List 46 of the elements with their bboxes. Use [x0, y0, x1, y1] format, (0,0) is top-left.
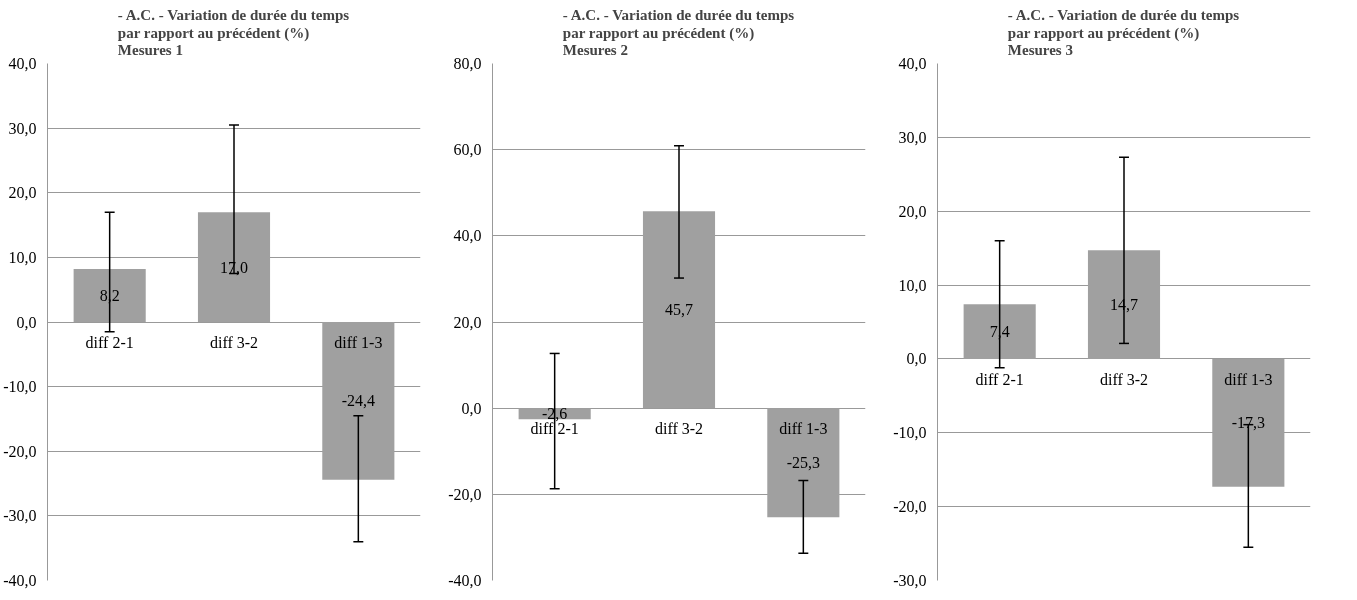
y-tick-label: -10,0: [893, 424, 927, 442]
bar: [1087, 250, 1161, 359]
x-tick-label: diff 3-2: [654, 420, 704, 438]
x-tick-label: diff 1-3: [1224, 370, 1273, 388]
bar: [197, 212, 271, 322]
y-tick-label: 0,0: [461, 399, 482, 417]
chart-title: - A.C. - Variation de durée du temps par rapport au précédent (%) Mesures 3: [1007, 7, 1240, 59]
y-tick-label: -30,0: [3, 507, 37, 525]
bar: [963, 304, 1036, 359]
data-label: -24,4: [341, 392, 375, 410]
x-tick-label: diff 1-3: [334, 334, 383, 351]
data-label: -17,3: [1231, 414, 1265, 432]
y-tick-label: 30,0: [8, 119, 37, 137]
y-tick-label: -20,0: [3, 442, 37, 460]
y-tick-label: 0,0: [16, 313, 37, 331]
y-tick-label: -10,0: [3, 378, 37, 396]
y-tick-label: 30,0: [898, 128, 927, 146]
chart-title: - A.C. - Variation de durée du temps par rapport au précédent (%) Mesures 1: [117, 7, 350, 59]
y-tick-label: 40,0: [453, 227, 482, 245]
bar: [1212, 358, 1285, 487]
y-tick-label: 40,0: [898, 55, 927, 72]
y-tick-label: 60,0: [453, 141, 482, 159]
x-tick-label: diff 2-1: [975, 370, 1024, 388]
y-tick-label: 20,0: [898, 202, 927, 220]
y-tick-label: 80,0: [453, 55, 482, 72]
data-label: -25,3: [786, 454, 820, 472]
y-tick-label: 10,0: [8, 248, 37, 266]
chart-title: - A.C. - Variation de durée du temps par rapport au précédent (%) Mesures 2: [562, 7, 795, 59]
y-tick-label: -30,0: [893, 572, 927, 589]
y-tick-label: -40,0: [3, 572, 37, 589]
y-tick-label: -20,0: [448, 485, 482, 503]
y-tick-label: 20,0: [8, 184, 37, 202]
bar: [73, 269, 146, 322]
y-tick-label: -20,0: [893, 498, 927, 516]
y-tick-label: 0,0: [906, 350, 927, 368]
x-tick-label: diff 3-2: [209, 334, 259, 351]
data-label: 45,7: [665, 301, 693, 319]
x-tick-label: diff 3-2: [1099, 370, 1149, 388]
y-tick-label: 10,0: [898, 276, 927, 294]
y-tick-label: 20,0: [453, 313, 482, 331]
x-tick-label: diff 2-1: [530, 420, 579, 438]
y-tick-label: -40,0: [448, 572, 482, 589]
x-tick-label: diff 2-1: [85, 334, 134, 351]
y-tick-label: 40,0: [8, 55, 37, 72]
bar: [322, 322, 395, 480]
x-tick-label: diff 1-3: [779, 420, 828, 438]
